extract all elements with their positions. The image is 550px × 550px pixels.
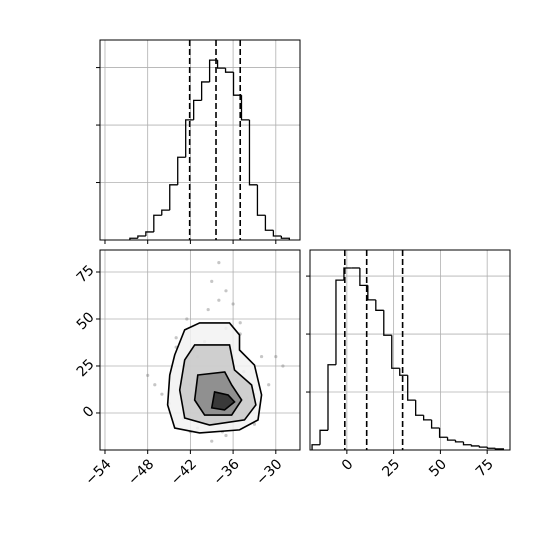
histogram-step <box>422 415 432 421</box>
histogram-step <box>193 99 202 120</box>
histogram-step <box>359 267 368 287</box>
histogram-step <box>248 119 258 186</box>
x-tick-label: −54 <box>82 456 114 488</box>
histogram-step <box>383 310 392 336</box>
contour <box>210 390 236 411</box>
histogram-step <box>272 230 282 237</box>
histogram-step <box>264 215 274 231</box>
x-tick-label: −30 <box>253 456 285 488</box>
scatter-point <box>259 354 264 359</box>
scatter-point <box>206 307 210 312</box>
y-tick-label: 50 <box>74 309 98 333</box>
histogram-step <box>311 444 321 450</box>
scatter-point <box>224 433 228 438</box>
histogram-step <box>438 427 448 438</box>
histogram-step <box>446 437 456 441</box>
histogram-step <box>185 119 194 158</box>
panel <box>96 39 301 244</box>
plot-area <box>100 250 300 450</box>
scatter-point <box>185 317 189 321</box>
scatter-point <box>267 383 271 387</box>
histogram-step <box>129 237 138 240</box>
histogram-step <box>153 214 162 232</box>
x-tick-label: −42 <box>168 456 200 488</box>
histogram-step <box>232 72 242 96</box>
histogram-step <box>224 68 234 73</box>
x-tick-label: −48 <box>125 456 157 488</box>
histogram-step <box>399 368 408 376</box>
histogram-step <box>470 444 480 447</box>
scatter-point <box>153 383 157 387</box>
scatter-point <box>210 279 214 283</box>
histogram-step <box>240 95 250 121</box>
plot-area <box>100 40 300 240</box>
histogram-step <box>486 447 496 449</box>
plot-area <box>310 250 510 450</box>
histogram-step <box>208 59 218 82</box>
scatter-point <box>160 392 164 396</box>
histogram-step <box>200 81 210 101</box>
scatter-point <box>231 302 235 306</box>
histogram-step <box>478 445 488 448</box>
x-tick-label: 50 <box>426 456 450 480</box>
scatter-point <box>274 354 278 359</box>
x-tick-label: −36 <box>211 456 243 488</box>
histogram-step <box>319 429 328 445</box>
y-tick-label: 0 <box>80 403 98 421</box>
panel-frame <box>99 39 301 241</box>
histogram-step <box>216 60 226 69</box>
x-tick-label: 75 <box>473 456 497 480</box>
scatter-point <box>210 439 214 443</box>
scatter-point <box>146 373 150 377</box>
histogram-step <box>177 156 186 185</box>
histogram-step <box>280 235 290 240</box>
scatter-point <box>238 321 242 325</box>
scatter-point <box>174 336 178 340</box>
histogram-step <box>494 448 504 450</box>
histogram-step <box>256 184 266 216</box>
histogram-step <box>169 184 178 211</box>
histogram-step <box>462 441 472 446</box>
histogram-step <box>415 400 424 416</box>
histogram-step <box>145 231 154 236</box>
histogram-step <box>454 440 464 443</box>
histogram-step <box>335 279 344 365</box>
panel-frame <box>309 249 511 451</box>
histogram-step <box>137 235 146 239</box>
histogram-step <box>430 419 440 429</box>
y-tick-label: 25 <box>74 356 98 380</box>
scatter-point <box>252 422 257 426</box>
histogram-step <box>391 335 400 369</box>
histogram-step <box>367 285 376 301</box>
histogram-step <box>161 209 170 216</box>
panel: 0 25 50 75 <box>306 249 511 480</box>
histogram-step <box>407 375 416 401</box>
scatter-point <box>224 289 228 293</box>
scatter-point <box>217 298 221 302</box>
x-tick-label: 0 <box>339 456 357 474</box>
scatter-point <box>217 260 221 265</box>
histogram-step <box>343 267 352 281</box>
y-tick-label: 75 <box>74 262 98 286</box>
histogram-step <box>375 299 384 311</box>
panel-frame <box>99 249 301 451</box>
x-tick-label: 25 <box>379 456 403 480</box>
panel: −54 −48 −42 −36 −30 0 25 50 75 <box>74 249 301 489</box>
histogram-step <box>327 364 336 431</box>
scatter-point <box>281 364 285 368</box>
